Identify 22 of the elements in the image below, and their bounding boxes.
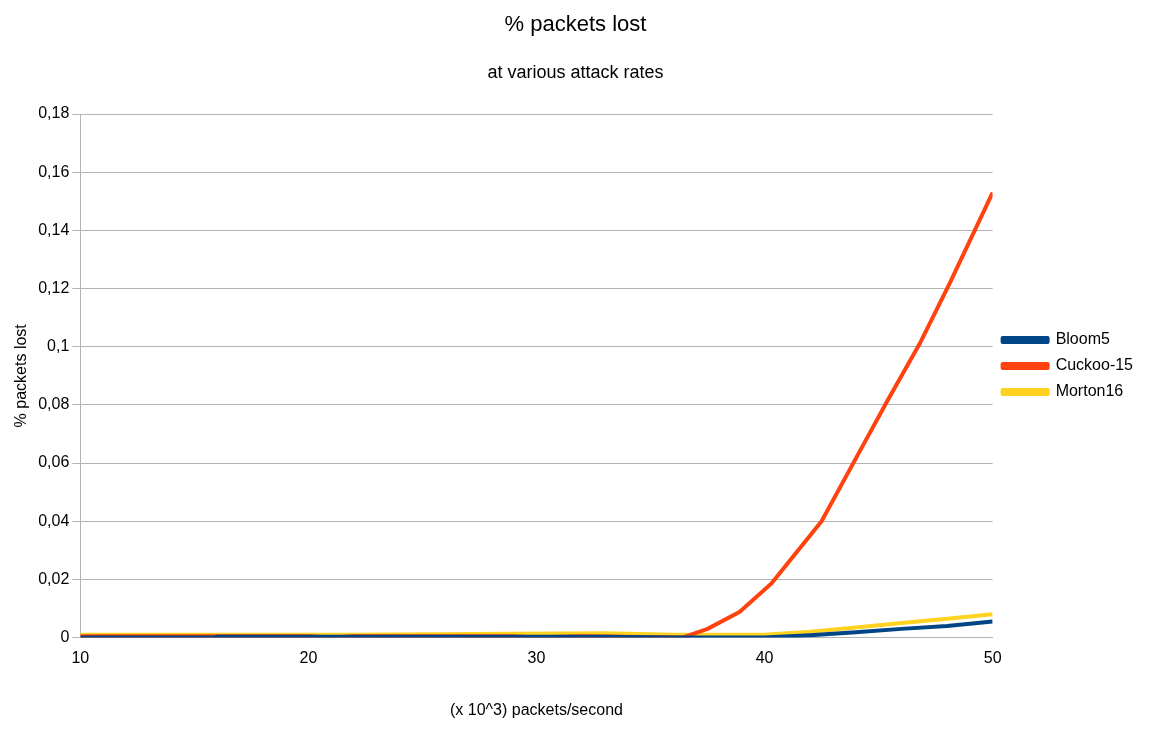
- y-tick-label: 0,06: [38, 453, 70, 471]
- y-tick-label: 0,02: [38, 569, 70, 587]
- chart-subtitle: at various attack rates: [487, 62, 664, 83]
- y-tick-label: 0,12: [38, 278, 70, 296]
- y-tick-label: 0,14: [38, 220, 70, 238]
- y-tick-label: 0,1: [47, 337, 70, 355]
- legend-label: Bloom5: [1055, 330, 1110, 348]
- x-tick-label: 20: [299, 648, 318, 666]
- y-tick-label: 0: [60, 628, 70, 646]
- y-tick-label: 0,16: [38, 162, 70, 180]
- y-axis-title: % packets lost: [12, 323, 30, 428]
- legend-label: Cuckoo-15: [1055, 356, 1134, 374]
- x-tick-label: 40: [755, 648, 774, 666]
- x-tick-label: 10: [71, 648, 90, 666]
- y-tick-label: 0,08: [38, 395, 70, 413]
- y-tick-label: 0,18: [38, 104, 70, 122]
- x-tick-label: 30: [527, 648, 546, 666]
- y-tick-label: 0,04: [38, 511, 70, 529]
- x-axis-title: (x 10^3) packets/second: [450, 700, 623, 718]
- legend-label: Morton16: [1055, 382, 1124, 400]
- chart-title: % packets lost: [504, 11, 647, 37]
- x-tick-label: 50: [983, 648, 1002, 666]
